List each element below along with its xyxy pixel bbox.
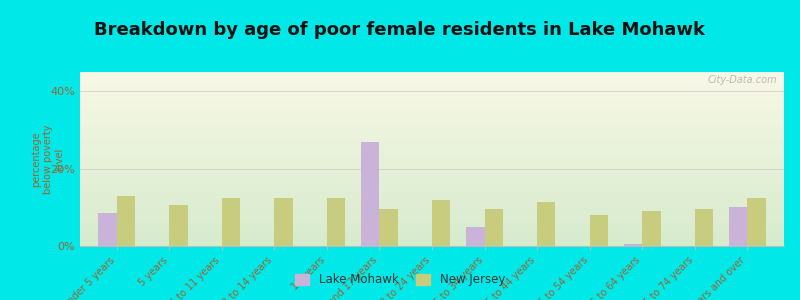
Bar xyxy=(485,209,503,246)
Text: Breakdown by age of poor female residents in Lake Mohawk: Breakdown by age of poor female resident… xyxy=(94,21,706,39)
Legend: Lake Mohawk, New Jersey: Lake Mohawk, New Jersey xyxy=(290,269,510,291)
Bar xyxy=(327,198,346,246)
Bar xyxy=(379,209,398,246)
Bar xyxy=(117,196,135,246)
Bar xyxy=(590,215,608,246)
Bar xyxy=(98,213,117,246)
Bar xyxy=(624,244,642,246)
Bar xyxy=(729,207,747,246)
Bar xyxy=(274,198,293,246)
Bar xyxy=(694,209,713,246)
Text: City-Data.com: City-Data.com xyxy=(707,76,777,85)
Bar xyxy=(466,227,485,246)
Y-axis label: percentage
below poverty
level: percentage below poverty level xyxy=(31,124,64,194)
Bar xyxy=(642,211,661,246)
Bar xyxy=(432,200,450,246)
Bar xyxy=(222,198,240,246)
Bar xyxy=(361,142,379,246)
Bar xyxy=(747,198,766,246)
Bar xyxy=(170,206,188,246)
Bar xyxy=(537,202,555,246)
